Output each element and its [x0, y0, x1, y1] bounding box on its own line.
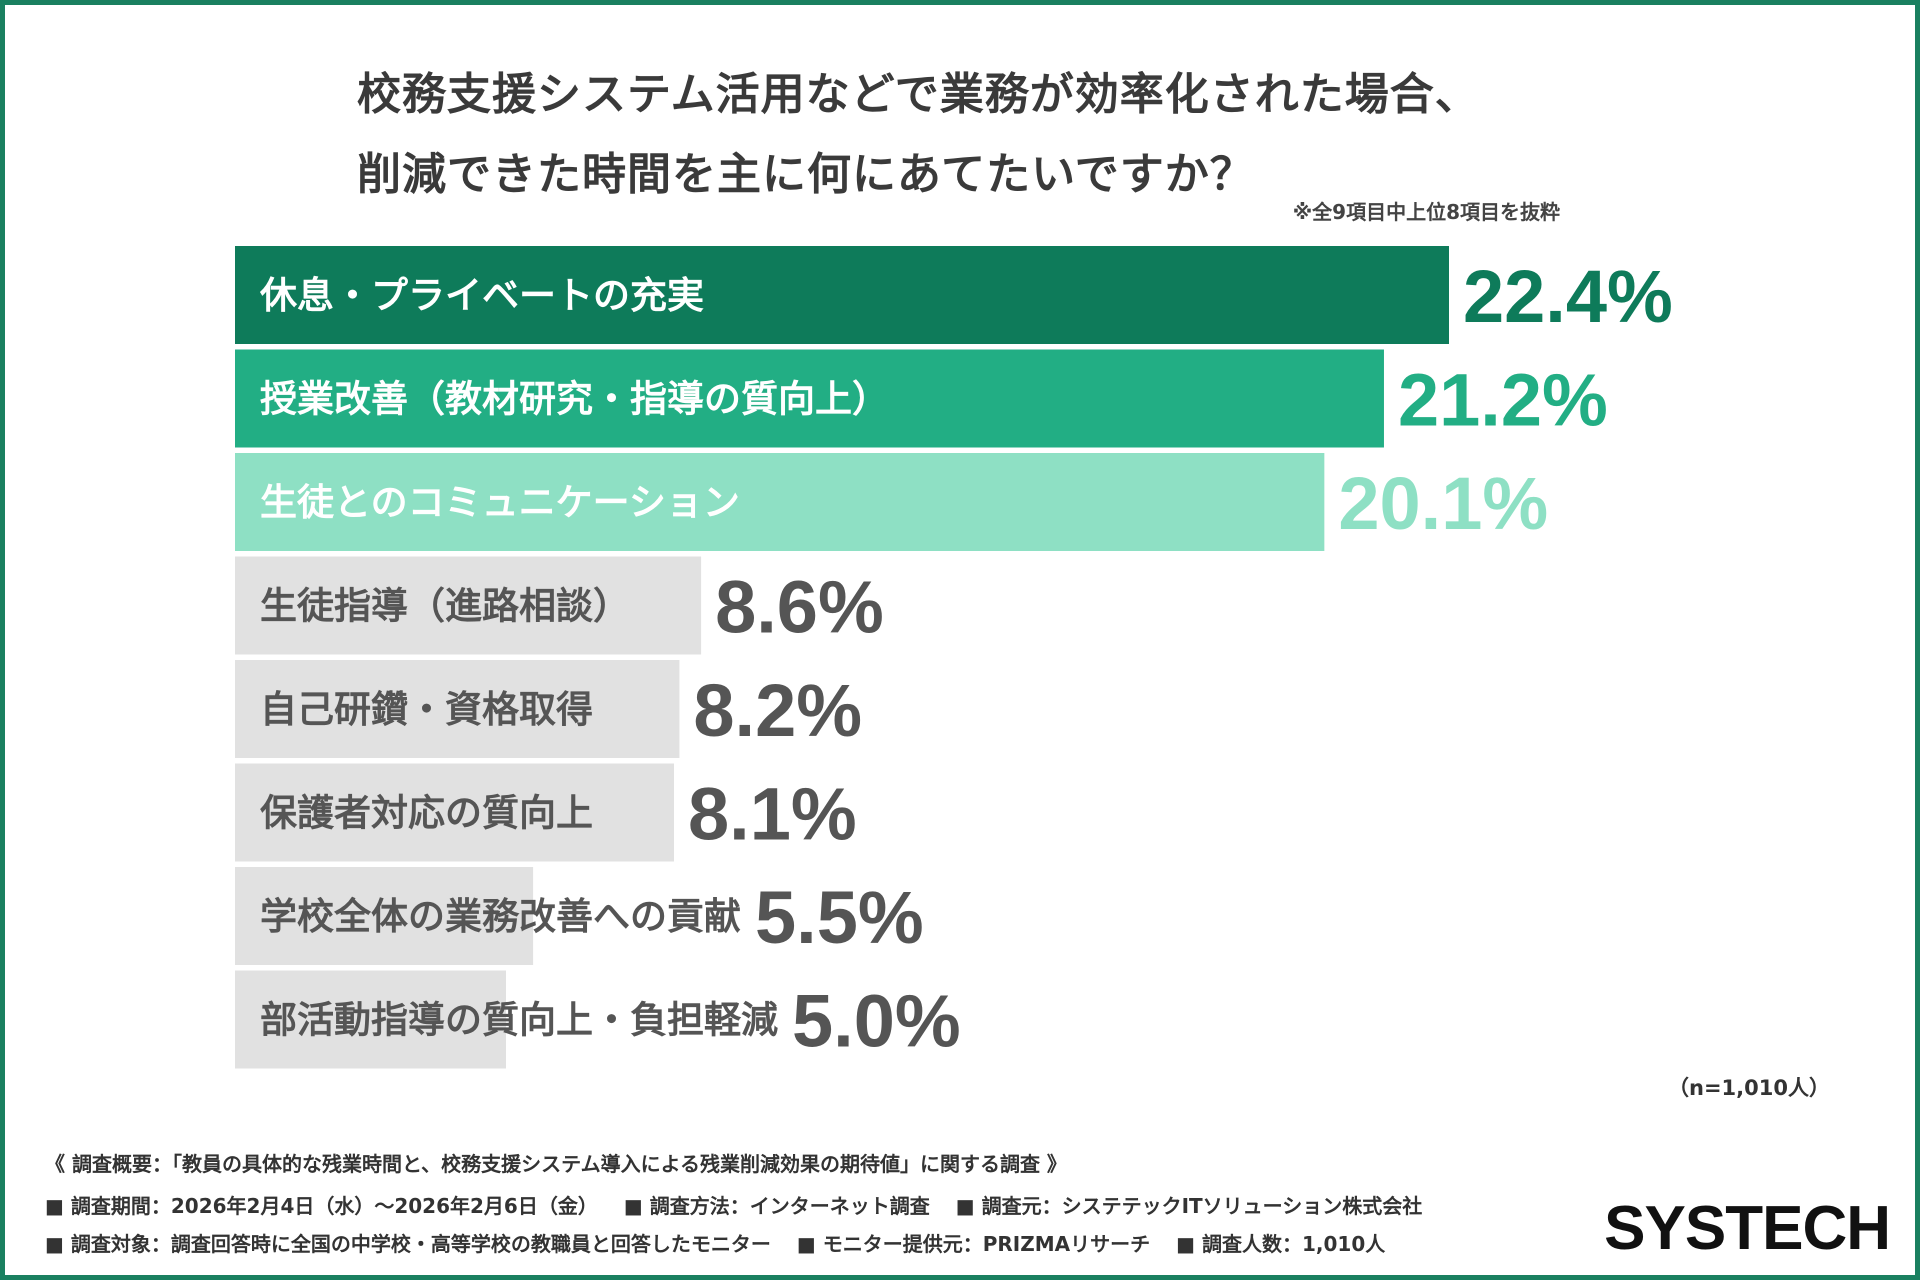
chart-title-line1: 校務支援システム活用などで業務が効率化された場合、: [357, 69, 1480, 120]
bar-3: [235, 453, 1325, 551]
chart-title-line2: 削減できた時間を主に何にあてたいですか？: [357, 149, 1255, 200]
bar-value-6: 8.1%: [688, 773, 857, 856]
footer-organizer: ■ 調査元：システテックITソリューション株式会社: [955, 1194, 1423, 1218]
bar-label-2: 授業改善（教材研究・指導の質向上）: [260, 378, 889, 421]
footer-row-3: ■ 調査対象：調査回答時に全国の中学校・高等学校の教職員と回答したモニター ■ モ…: [45, 1228, 1385, 1257]
bar-label-5: 自己研鑽・資格取得: [260, 688, 593, 731]
footer-overview: 《 調査概要：「教員の具体的な残業時間と、校務支援システム導入による残業削減効果…: [45, 1152, 1067, 1176]
footer-row-2: ■ 調査期間：2026年2月4日（水）～2026年2月6日（金） ■ 調査方法：イ…: [45, 1190, 1422, 1219]
footer-period: ■ 調査期間：2026年2月4日（水）～2026年2月6日（金）: [45, 1194, 598, 1218]
bar-label-1: 休息・プライベートの充実: [259, 274, 704, 317]
bar-label-8: 部活動指導の質向上・負担軽減: [260, 999, 778, 1042]
bar-2: [235, 349, 1384, 448]
bar-value-3: 20.1%: [1338, 462, 1548, 545]
bar-label-7: 学校全体の業務改善への貢献: [260, 895, 741, 938]
bar-value-8: 5.0%: [792, 980, 961, 1063]
systech-logo: SYSTECH: [1604, 1194, 1891, 1263]
bar-label-3: 生徒とのコミュニケーション: [260, 481, 740, 524]
footer-provider: ■ モニター提供元：PRIZMAリサーチ: [796, 1232, 1151, 1256]
bar-value-4: 8.6%: [715, 566, 884, 649]
bar-8: [235, 970, 506, 1069]
bar-4: [235, 556, 702, 655]
bar-value-1: 22.4%: [1463, 255, 1673, 338]
bar-value-2: 21.2%: [1398, 359, 1608, 442]
sample-size: （n=1,010人）: [1668, 1076, 1830, 1100]
footer-target: ■ 調査対象：調査回答時に全国の中学校・高等学校の教職員と回答したモニター: [45, 1232, 771, 1256]
chart-note: ※全9項目中上位8項目を抜粋: [1292, 200, 1560, 224]
bar-6: [235, 763, 674, 862]
bar-1: [235, 246, 1449, 344]
footer-respondents: ■ 調査人数：1,010人: [1176, 1232, 1386, 1256]
bar-7: [235, 867, 534, 965]
bar-label-4: 生徒指導（進路相談）: [260, 585, 630, 628]
footer-method: ■ 調査方法：インターネット調査: [623, 1194, 930, 1218]
bar-value-7: 5.5%: [755, 876, 924, 959]
bar-label-6: 保護者対応の質向上: [260, 792, 593, 835]
bar-value-5: 8.2%: [693, 669, 862, 752]
bar-5: [235, 660, 680, 758]
